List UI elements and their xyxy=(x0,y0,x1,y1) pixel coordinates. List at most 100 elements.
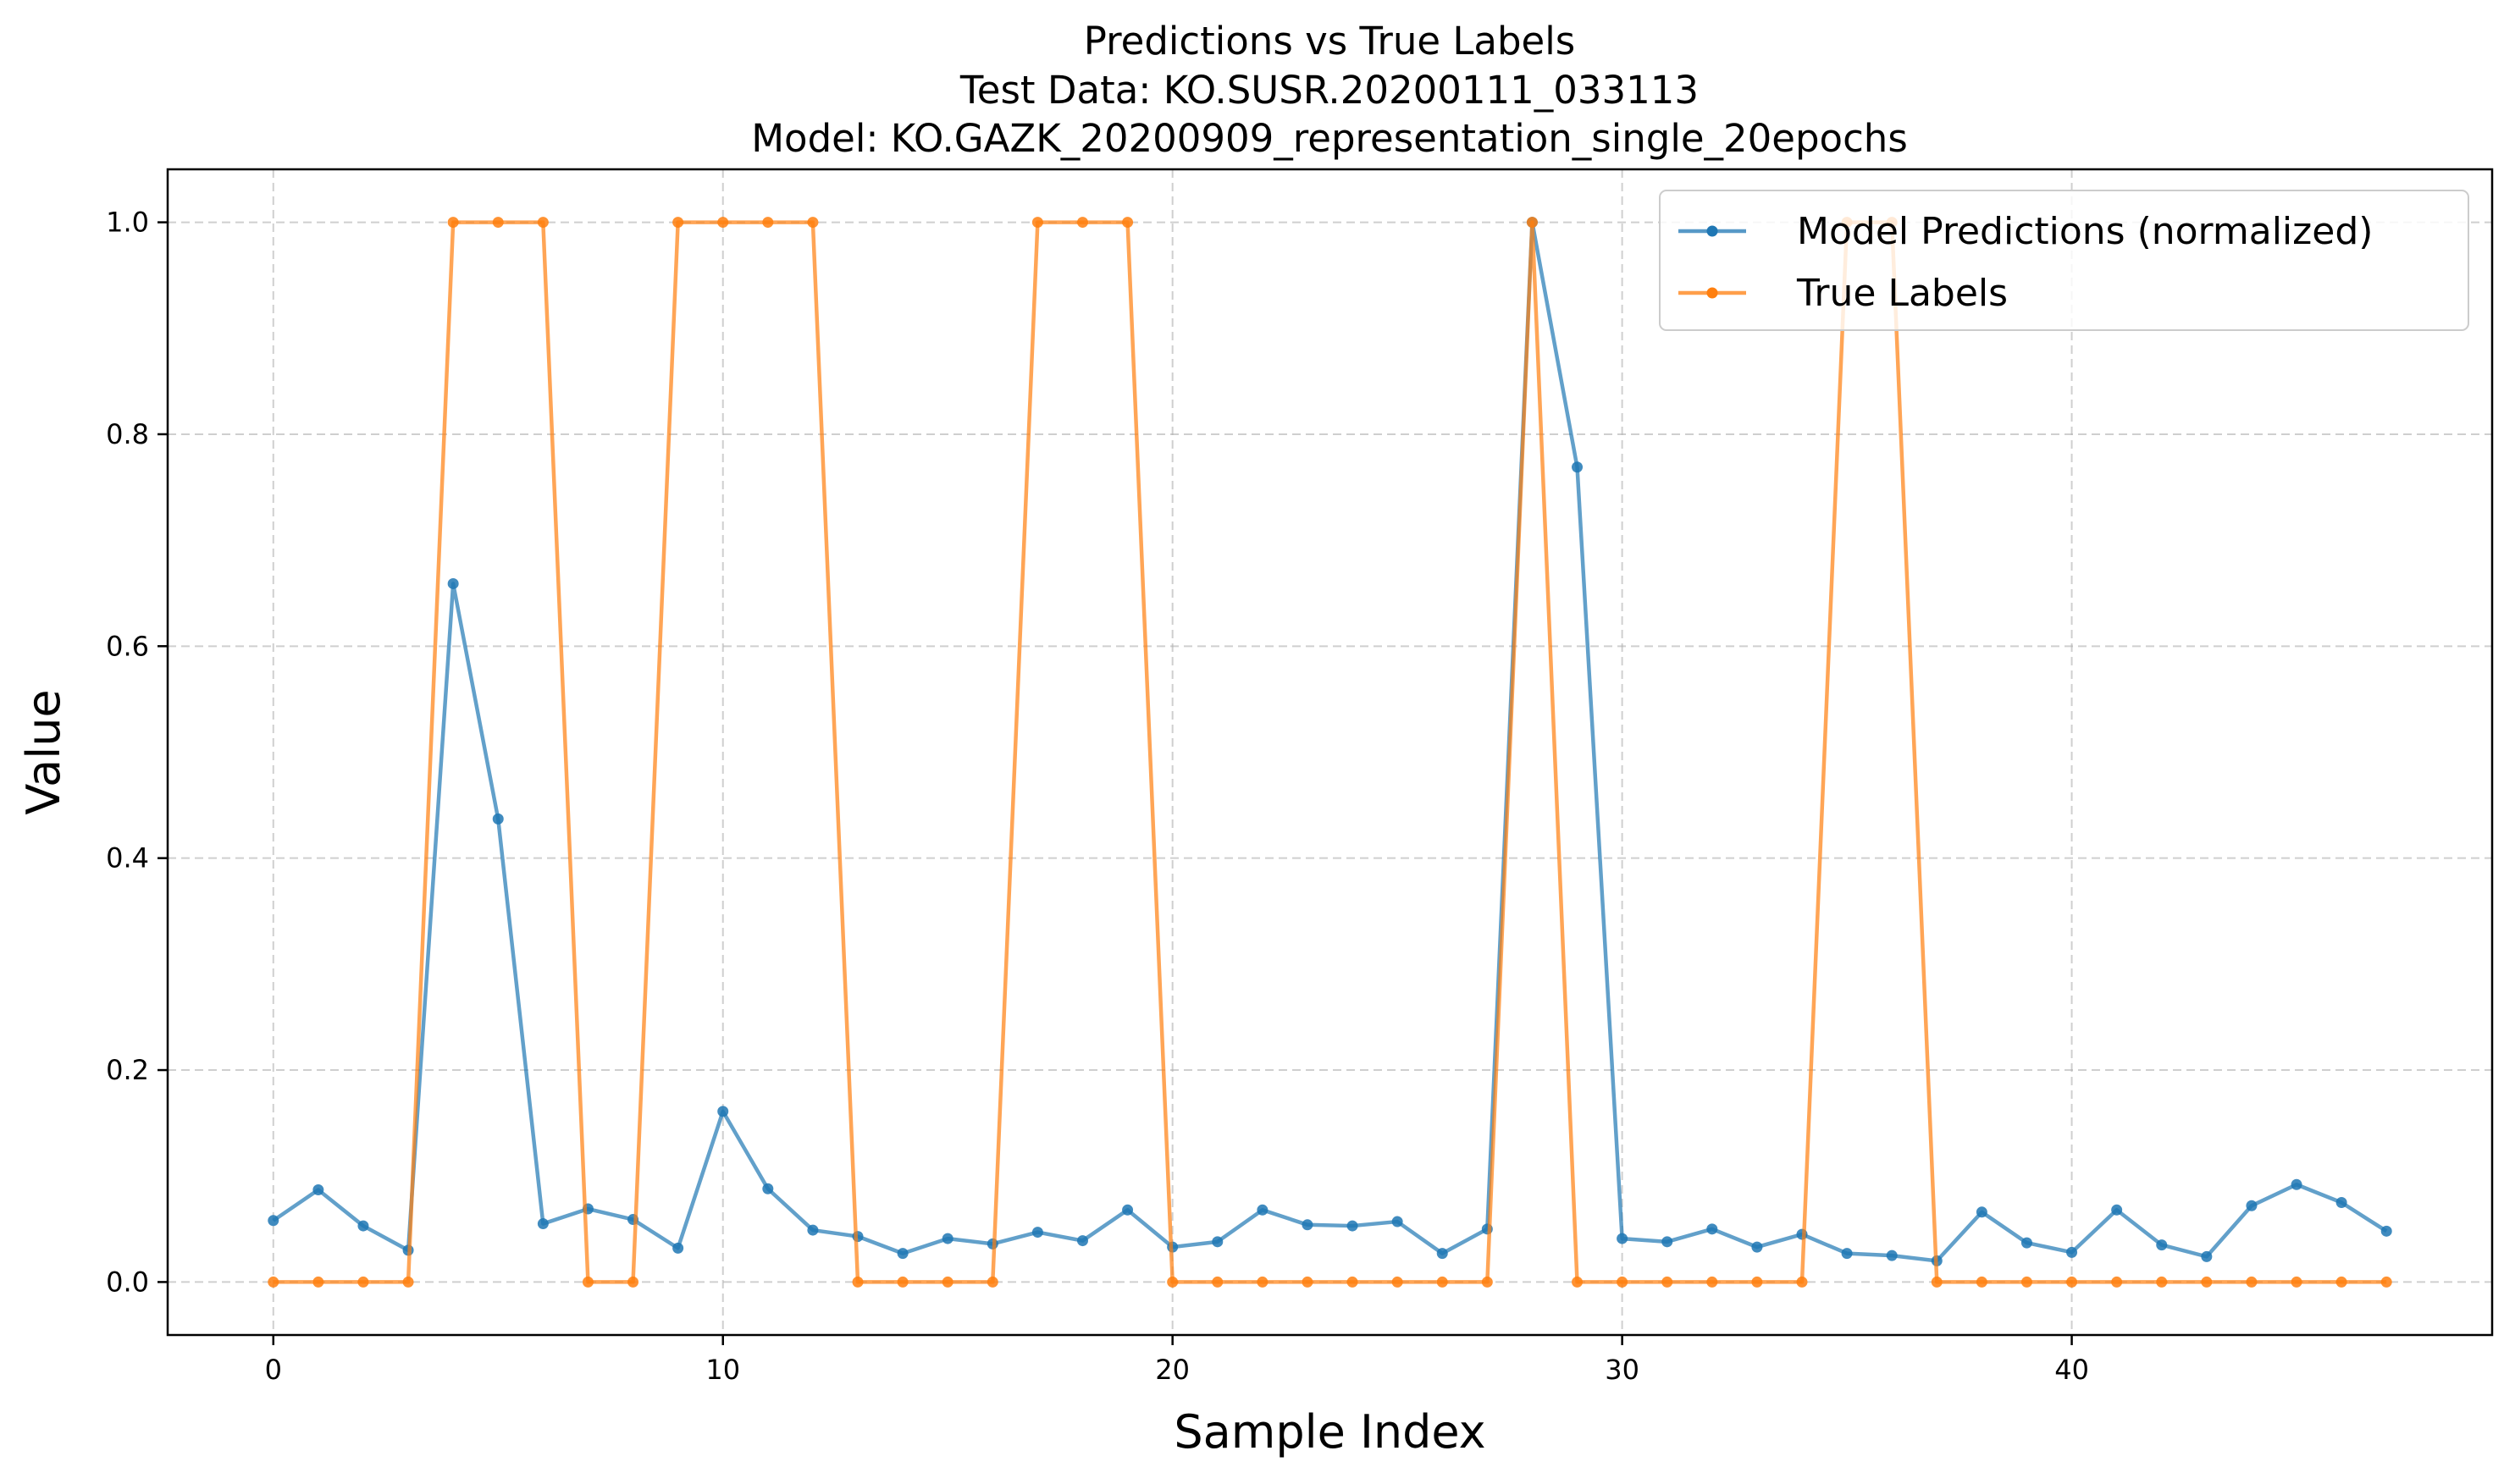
y-axis-label: Value xyxy=(17,689,70,814)
data-point xyxy=(1346,1276,1358,1288)
title-line-3: Model: KO.GAZK_20200909_representation_s… xyxy=(751,116,1908,161)
data-point xyxy=(312,1184,324,1196)
data-point xyxy=(1751,1276,1763,1288)
data-point xyxy=(2201,1250,2213,1262)
y-tick-label: 0.6 xyxy=(106,630,149,662)
data-point xyxy=(1212,1236,1224,1248)
data-point xyxy=(402,1276,414,1288)
y-tick-label: 0.8 xyxy=(106,418,149,450)
data-point xyxy=(1751,1241,1763,1253)
data-point xyxy=(268,1215,279,1227)
data-point xyxy=(312,1276,324,1288)
data-point xyxy=(447,577,459,589)
data-point xyxy=(1796,1276,1808,1288)
data-point xyxy=(1572,1276,1584,1288)
data-point xyxy=(1122,217,1134,229)
series-layer xyxy=(268,217,2392,1288)
data-point xyxy=(2111,1276,2123,1288)
data-point xyxy=(537,217,549,229)
grid xyxy=(168,169,2492,1335)
x-tick-label: 0 xyxy=(265,1354,282,1386)
data-point xyxy=(2246,1276,2258,1288)
data-point xyxy=(1706,1223,1718,1235)
data-point xyxy=(717,217,729,229)
y-tick-label: 0.0 xyxy=(106,1266,149,1298)
data-point xyxy=(1167,1276,1179,1288)
data-point xyxy=(2380,1276,2392,1288)
data-point xyxy=(1302,1219,1313,1231)
data-point xyxy=(1257,1204,1269,1216)
data-point xyxy=(852,1276,864,1288)
data-point xyxy=(2291,1276,2302,1288)
data-point xyxy=(1122,1204,1134,1216)
data-point xyxy=(672,1242,684,1254)
y-tick-label: 0.4 xyxy=(106,842,149,874)
x-tick-label: 30 xyxy=(1605,1354,1639,1386)
data-point xyxy=(1481,1276,1493,1288)
data-point xyxy=(2020,1237,2032,1249)
data-point xyxy=(2291,1178,2302,1190)
data-point xyxy=(2066,1246,2078,1258)
legend-swatch-marker xyxy=(1706,287,1718,299)
data-point xyxy=(1212,1276,1224,1288)
data-point xyxy=(1706,1276,1718,1288)
data-point xyxy=(1031,1227,1043,1239)
data-point xyxy=(1391,1216,1403,1227)
legend-swatch-marker xyxy=(1706,225,1718,237)
data-point xyxy=(1346,1220,1358,1232)
y-axis-ticks: 0.0 0.2 0.4 0.6 0.8 1.0 xyxy=(106,207,168,1298)
data-point xyxy=(1931,1276,1943,1288)
series-line xyxy=(273,220,2387,1284)
legend: Model Predictions (normalized) True Label… xyxy=(1659,190,2469,331)
title-line-2: Test Data: KO.SUSR.20200111_033113 xyxy=(959,68,1699,113)
data-point xyxy=(2335,1276,2347,1288)
data-point xyxy=(2201,1276,2213,1288)
data-point xyxy=(2156,1239,2168,1251)
data-point xyxy=(1391,1276,1403,1288)
data-point xyxy=(1617,1233,1628,1244)
data-point xyxy=(627,1276,639,1288)
x-tick-label: 40 xyxy=(2054,1354,2089,1386)
data-point xyxy=(2156,1276,2168,1288)
data-point xyxy=(1661,1236,1673,1248)
series-model-predictions xyxy=(268,217,2392,1266)
title-line-1: Predictions vs True Labels xyxy=(1084,19,1575,63)
data-point xyxy=(2111,1204,2123,1216)
data-point xyxy=(1436,1248,1448,1260)
data-point xyxy=(1572,461,1584,473)
data-point xyxy=(1436,1276,1448,1288)
y-tick-label: 1.0 xyxy=(106,207,149,239)
data-point xyxy=(897,1248,909,1260)
y-tick-label: 0.2 xyxy=(106,1054,149,1086)
data-point xyxy=(762,217,774,229)
data-point xyxy=(268,1276,279,1288)
x-axis-label: Sample Index xyxy=(1174,1405,1485,1459)
data-point xyxy=(357,1276,369,1288)
data-point xyxy=(492,813,504,825)
data-point xyxy=(447,217,459,229)
data-point xyxy=(1617,1276,1628,1288)
data-point xyxy=(1661,1276,1673,1288)
series-line xyxy=(272,220,2388,1263)
data-point xyxy=(1257,1276,1269,1288)
data-point xyxy=(807,217,819,229)
data-point xyxy=(2380,1225,2392,1237)
data-point xyxy=(492,217,504,229)
data-point xyxy=(1976,1276,1987,1288)
x-axis-ticks: 0 10 20 30 40 xyxy=(265,1335,2089,1386)
data-point xyxy=(1031,217,1043,229)
data-point xyxy=(537,1218,549,1230)
data-point xyxy=(1886,1250,1898,1261)
data-point xyxy=(1841,1248,1853,1260)
data-point xyxy=(2020,1276,2032,1288)
data-point xyxy=(1976,1206,1987,1218)
data-point xyxy=(762,1183,774,1194)
data-point xyxy=(987,1276,998,1288)
series-true-labels xyxy=(268,217,2392,1288)
x-tick-label: 10 xyxy=(705,1354,740,1386)
data-point xyxy=(582,1276,594,1288)
data-point xyxy=(717,1106,729,1117)
data-point xyxy=(357,1220,369,1232)
